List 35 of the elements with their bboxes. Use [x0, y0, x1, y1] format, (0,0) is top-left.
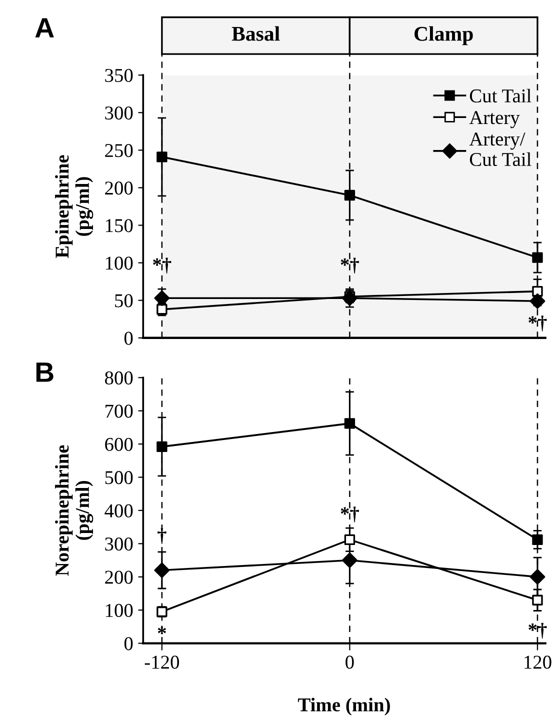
y-tick-label: 350: [105, 68, 133, 82]
annotation: *†: [153, 258, 172, 274]
legend-label: Artery/ Cut Tail: [469, 132, 532, 166]
y-tick-label: 300: [105, 537, 133, 551]
x-axis-title: Time (min): [298, 698, 390, 716]
y-axis-title: Norepinephrine (pg/ml): [55, 445, 94, 576]
band-label: Basal: [232, 26, 280, 41]
annotation: *†: [340, 258, 359, 274]
y-tick-label: 300: [105, 106, 133, 120]
chart-title: B: [36, 362, 54, 382]
annotation: *†: [528, 622, 547, 639]
y-tick-label: 0: [124, 332, 133, 345]
legend-label: Cut Tail: [470, 88, 532, 102]
y-tick-label: 400: [104, 504, 133, 518]
band-label: Clamp: [414, 26, 473, 46]
y-tick-label: 200: [105, 570, 133, 584]
y-tick-label: 800: [105, 371, 133, 385]
y-tick-label: 100: [106, 604, 133, 618]
annotation: *†: [528, 316, 547, 332]
annotation: *†: [340, 506, 359, 522]
x-tick-label: 0: [346, 656, 354, 669]
x-tick-label: 120: [524, 656, 552, 669]
y-tick-label: 0: [124, 637, 133, 650]
chart-title: A: [35, 18, 54, 38]
y-tick-label: 100: [106, 256, 133, 270]
y-tick-label: 250: [105, 144, 133, 158]
y-tick-label: 150: [106, 219, 133, 232]
y-tick-label: 200: [105, 182, 133, 195]
y-tick-label: 600: [105, 438, 133, 451]
legend-label: Artery: [469, 111, 520, 128]
x-tick-label: -120: [144, 656, 180, 669]
y-tick-label: 50: [115, 294, 133, 308]
y-tick-label: 700: [106, 404, 133, 418]
y-axis-title: Epinephrine (pg/ml): [55, 155, 94, 258]
y-tick-label: 500: [105, 471, 133, 484]
